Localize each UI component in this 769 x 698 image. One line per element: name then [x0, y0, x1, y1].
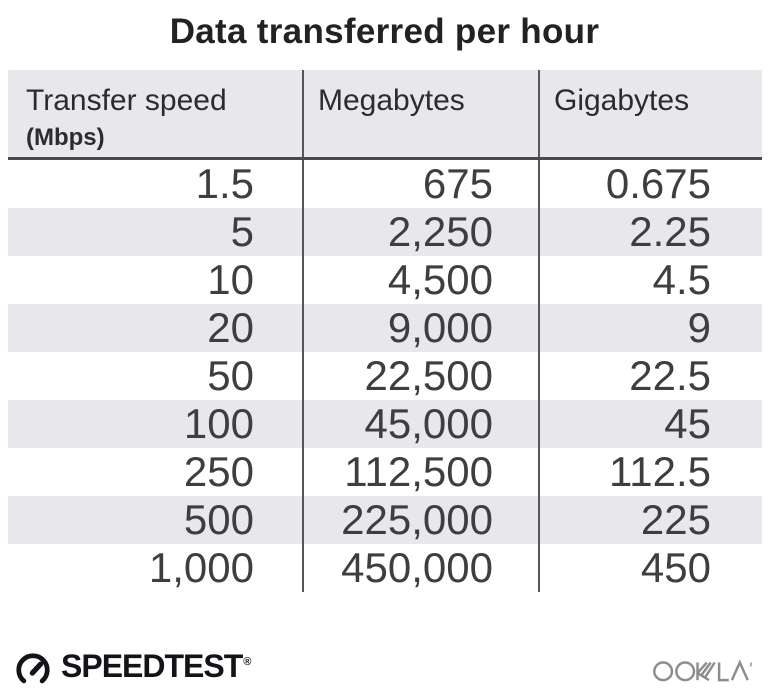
megabytes-cell: 22,500	[302, 352, 538, 400]
transfer-speed-cell: 10	[207, 256, 254, 303]
gigabytes-cell: 45	[538, 400, 762, 448]
gigabytes-cell: 0.675	[538, 160, 762, 208]
column-header-label: Transfer speed	[26, 84, 227, 117]
page-title: Data transferred per hour	[169, 12, 600, 51]
speedtest-logo: SPEEDTEST®	[14, 647, 251, 693]
speedtest-gauge-icon	[14, 651, 52, 689]
ookla-logo	[653, 656, 757, 684]
gigabytes-cell: 4.5	[538, 256, 762, 304]
transfer-speed-cell: 20	[207, 304, 254, 351]
table-row: 500 225,000 225	[8, 496, 762, 544]
table-header-row: Transfer speed (Mbps) Megabytes Gigabyte…	[8, 70, 762, 160]
transfer-speed-cell: 100	[183, 400, 254, 447]
gigabytes-cell: 22.5	[538, 352, 762, 400]
megabytes-cell: 45,000	[302, 400, 538, 448]
transfer-speed-cell: 50	[207, 352, 254, 399]
column-header-gigabytes: Gigabytes	[538, 70, 762, 157]
footer: SPEEDTEST®	[0, 646, 769, 694]
speedtest-wordmark: SPEEDTEST®	[61, 648, 251, 684]
table-row: 10 4,500 4.5	[8, 256, 762, 304]
megabytes-cell: 112,500	[302, 448, 538, 496]
table-body: 1.5 675 0.675 5 2,250 2.25 10 4,500 4.5 20 9,000 9 5…	[8, 160, 762, 592]
table-row: 1,000 450,000 450	[8, 544, 762, 592]
transfer-speed-cell: 500	[183, 496, 254, 543]
megabytes-cell: 450,000	[302, 544, 538, 592]
transfer-speed-cell: 1,000	[148, 544, 254, 591]
column-header-megabytes: Megabytes	[302, 70, 538, 157]
megabytes-cell: 4,500	[302, 256, 538, 304]
megabytes-cell: 225,000	[302, 496, 538, 544]
table-row: 250 112,500 112.5	[8, 448, 762, 496]
table-row: 20 9,000 9	[8, 304, 762, 352]
table-row: 100 45,000 45	[8, 400, 762, 448]
table-row: 1.5 675 0.675	[8, 160, 762, 208]
gigabytes-cell: 450	[538, 544, 762, 592]
column-header-unit: (Mbps)	[26, 124, 105, 151]
registered-trademark-mark: ®	[243, 656, 251, 668]
gigabytes-cell: 2.25	[538, 208, 762, 256]
transfer-speed-cell: 250	[183, 448, 254, 495]
table-row: 5 2,250 2.25	[8, 208, 762, 256]
megabytes-cell: 2,250	[302, 208, 538, 256]
gigabytes-cell: 9	[538, 304, 762, 352]
transfer-speed-cell: 5	[230, 208, 254, 255]
gigabytes-cell: 112.5	[538, 448, 762, 496]
data-table: Transfer speed (Mbps) Megabytes Gigabyte…	[8, 70, 762, 592]
megabytes-cell: 9,000	[302, 304, 538, 352]
megabytes-cell: 675	[302, 160, 538, 208]
table-row: 50 22,500 22.5	[8, 352, 762, 400]
gigabytes-cell: 225	[538, 496, 762, 544]
transfer-speed-cell: 1.5	[195, 160, 254, 207]
column-header-transfer-speed: Transfer speed (Mbps)	[8, 70, 302, 157]
